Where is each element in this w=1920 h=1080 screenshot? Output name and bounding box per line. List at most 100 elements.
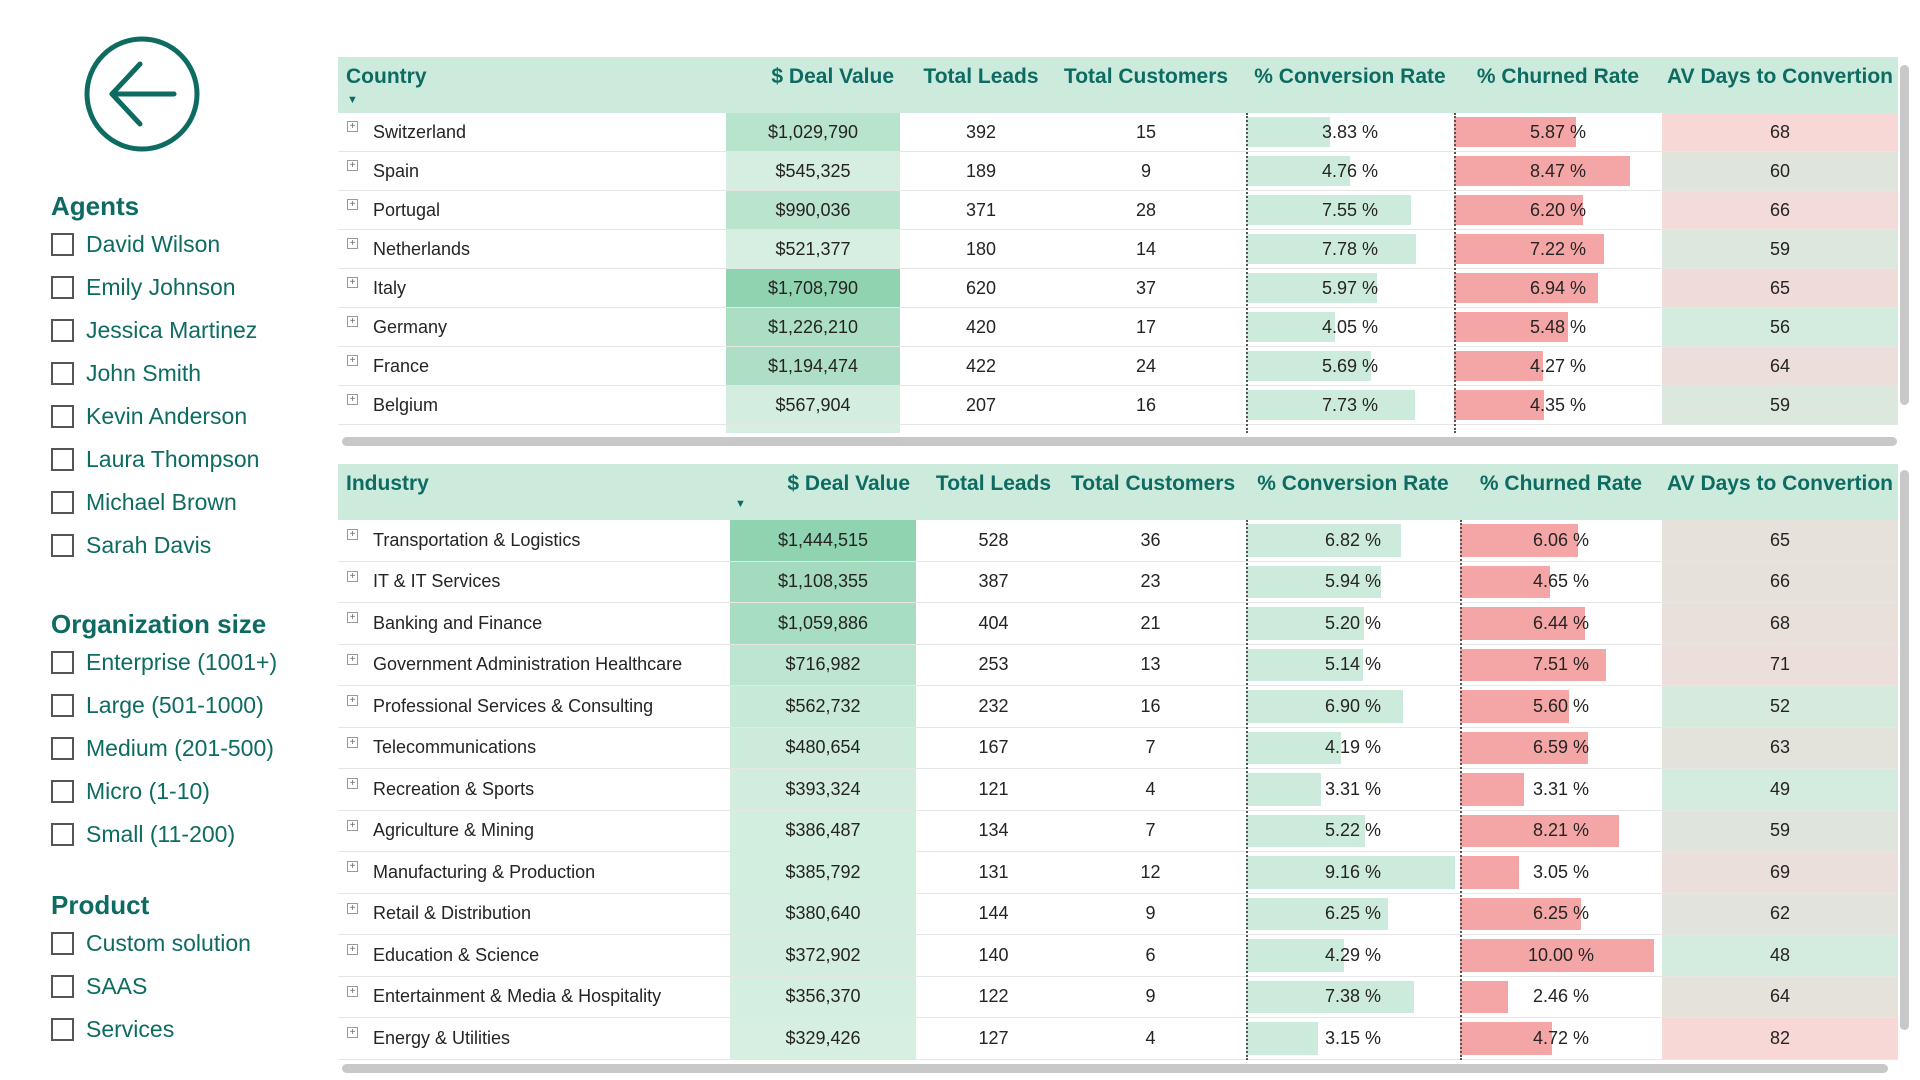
column-header-conversion[interactable]: % Conversion Rate	[1254, 65, 1446, 88]
table-row[interactable]: + Entertainment & Media & Hospitality $356…	[338, 976, 1898, 1018]
table-row[interactable]: + Manufacturing & Production $385,792 131 12…	[338, 852, 1898, 894]
expand-icon[interactable]: +	[347, 985, 358, 997]
expand-icon[interactable]: +	[347, 736, 358, 748]
checkbox[interactable]	[51, 534, 74, 557]
checkbox[interactable]	[51, 975, 74, 998]
checkbox[interactable]	[51, 651, 74, 674]
horizontal-scrollbar[interactable]	[342, 437, 1897, 446]
table-row[interactable]: + Transportation & Logistics $1,444,515 528…	[338, 520, 1898, 562]
expand-icon[interactable]: +	[347, 355, 358, 366]
table-row[interactable]: + Banking and Finance $1,059,886 404 21 5.20 …	[338, 603, 1898, 645]
sort-descending-icon[interactable]: ▼	[347, 94, 358, 106]
table-row[interactable]: + Netherlands $521,377 180 14 7.78 % 7.22 % 59	[338, 230, 1898, 269]
checkbox[interactable]	[51, 405, 74, 428]
slicer-option-custom-solution[interactable]: Custom solution	[51, 922, 251, 965]
table-row[interactable]: + Belgium $567,904 207 16 7.73 % 4.35 % 59	[338, 386, 1898, 425]
column-header-conversion[interactable]: % Conversion Rate	[1257, 472, 1449, 495]
checkbox[interactable]	[51, 932, 74, 955]
table-row[interactable]: + Education & Science $372,902 140 6 4.29 % 10…	[338, 935, 1898, 977]
table-row[interactable]: + Portugal $990,036 371 28 7.55 % 6.20 % 66	[338, 191, 1898, 230]
slicer-option-emily-johnson[interactable]: Emily Johnson	[51, 266, 259, 309]
expand-icon[interactable]: +	[347, 695, 358, 706]
expand-icon[interactable]: +	[347, 277, 358, 288]
total-leads-cell: 620	[965, 277, 997, 298]
table-row[interactable]: + Professional Services & Consulting $562,…	[338, 686, 1898, 728]
back-button[interactable]	[82, 34, 202, 154]
checkbox[interactable]	[51, 319, 74, 342]
av-days-cell: 68	[1662, 603, 1898, 644]
slicer-option-john-smith[interactable]: John Smith	[51, 352, 259, 395]
column-header-churn[interactable]: % Churned Rate	[1479, 472, 1643, 495]
slicer-option-services[interactable]: Services	[51, 1008, 251, 1051]
checkbox[interactable]	[51, 823, 74, 846]
column-header-churn[interactable]: % Churned Rate	[1476, 65, 1640, 88]
column-header-leads[interactable]: Total Leads	[935, 472, 1052, 495]
checkbox[interactable]	[51, 448, 74, 471]
expand-icon[interactable]: +	[347, 653, 358, 665]
slicer-option-jessica-martinez[interactable]: Jessica Martinez	[51, 309, 259, 352]
column-header-customers[interactable]: Total Customers	[1063, 65, 1229, 88]
churned-rate-value: 10.00 %	[1527, 944, 1595, 965]
expand-icon[interactable]: +	[347, 121, 358, 132]
slicer-option-large-501-1000[interactable]: Large (501-1000)	[51, 684, 277, 727]
checkbox[interactable]	[51, 694, 74, 717]
slicer-option-enterprise-1001[interactable]: Enterprise (1001+)	[51, 641, 277, 684]
table-row[interactable]: + Switzerland $1,029,790 392 15 3.83 % 5.87 % 6…	[338, 113, 1898, 152]
slicer-option-saas[interactable]: SAAS	[51, 965, 251, 1008]
av-days-cell: 68	[1662, 113, 1898, 151]
expand-icon[interactable]: +	[347, 199, 358, 210]
vertical-scrollbar[interactable]	[1900, 470, 1909, 1030]
checkbox[interactable]	[51, 276, 74, 299]
column-header-name[interactable]: Country	[346, 65, 427, 88]
expand-icon[interactable]: +	[347, 1027, 358, 1038]
checkbox[interactable]	[51, 491, 74, 514]
slicer-option-micro-1-10[interactable]: Micro (1-10)	[51, 770, 277, 813]
table-row[interactable]: + Retail & Distribution $380,640 144 9 6.25 %…	[338, 893, 1898, 935]
table-row[interactable]: + Spain $545,325 189 9 4.76 % 8.47 % 60	[338, 152, 1898, 191]
expand-icon[interactable]: +	[347, 238, 358, 249]
slicer-option-kevin-anderson[interactable]: Kevin Anderson	[51, 395, 259, 438]
expand-icon[interactable]: +	[347, 160, 358, 171]
slicer-option-michael-brown[interactable]: Michael Brown	[51, 481, 259, 524]
slicer-option-medium-201-500[interactable]: Medium (201-500)	[51, 727, 277, 770]
table-row[interactable]: + Energy & Utilities $329,426 127 4 3.15 % 4.7…	[338, 1018, 1898, 1060]
table-row[interactable]: + Recreation & Sports $393,324 121 4 3.31 % 3.…	[338, 769, 1898, 811]
expand-icon[interactable]: +	[347, 570, 358, 582]
slicer-option-laura-thompson[interactable]: Laura Thompson	[51, 438, 259, 481]
table-row[interactable]: + Government Administration Healthcare $71…	[338, 644, 1898, 686]
vertical-scrollbar[interactable]	[1900, 65, 1909, 405]
table-row[interactable]: + France $1,194,474 422 24 5.69 % 4.27 % 64	[338, 347, 1898, 386]
expand-icon[interactable]: +	[347, 394, 358, 405]
slicer-option-david-wilson[interactable]: David Wilson	[51, 223, 259, 266]
column-header-days[interactable]: AV Days to Convertion	[1667, 65, 1893, 88]
expand-icon[interactable]: +	[347, 778, 358, 789]
column-header-deal[interactable]: $ Deal Value	[787, 472, 910, 495]
expand-icon[interactable]: +	[347, 861, 358, 872]
expand-icon[interactable]: +	[347, 612, 358, 623]
checkbox[interactable]	[51, 362, 74, 385]
checkbox[interactable]	[51, 780, 74, 803]
column-header-leads[interactable]: Total Leads	[923, 65, 1039, 88]
expand-icon[interactable]: +	[347, 819, 358, 831]
column-header-customers[interactable]: Total Customers	[1071, 472, 1236, 495]
column-header-name[interactable]: Industry	[346, 472, 429, 495]
checkbox[interactable]	[51, 233, 74, 256]
table-row[interactable]: + IT & IT Services $1,108,355 387 23 5.94 % 4.…	[338, 561, 1898, 603]
sort-descending-icon[interactable]: ▼	[735, 498, 746, 510]
expand-icon[interactable]: +	[347, 944, 358, 955]
table-row[interactable]: + Telecommunications $480,654 167 7 4.19 % 6.5…	[338, 727, 1898, 769]
horizontal-scrollbar[interactable]	[342, 1064, 1888, 1073]
slicer-option-small-11-200[interactable]: Small (11-200)	[51, 813, 277, 856]
column-header-deal[interactable]: $ Deal Value	[771, 65, 894, 88]
table-row[interactable]: + Germany $1,226,210 420 17 4.05 % 5.48 % 56	[338, 308, 1898, 347]
expand-icon[interactable]: +	[347, 316, 358, 327]
deal-value-cell: $356,370	[730, 976, 916, 1017]
slicer-option-sarah-davis[interactable]: Sarah Davis	[51, 524, 259, 567]
table-row[interactable]: + Italy $1,708,790 620 37 5.97 % 6.94 % 65	[338, 269, 1898, 308]
table-row[interactable]: + Agriculture & Mining $386,487 134 7 5.22 % 8…	[338, 810, 1898, 852]
expand-icon[interactable]: +	[347, 529, 358, 540]
column-header-days[interactable]: AV Days to Convertion	[1667, 472, 1893, 495]
checkbox[interactable]	[51, 737, 74, 760]
expand-icon[interactable]: +	[347, 902, 358, 914]
checkbox[interactable]	[51, 1018, 74, 1041]
